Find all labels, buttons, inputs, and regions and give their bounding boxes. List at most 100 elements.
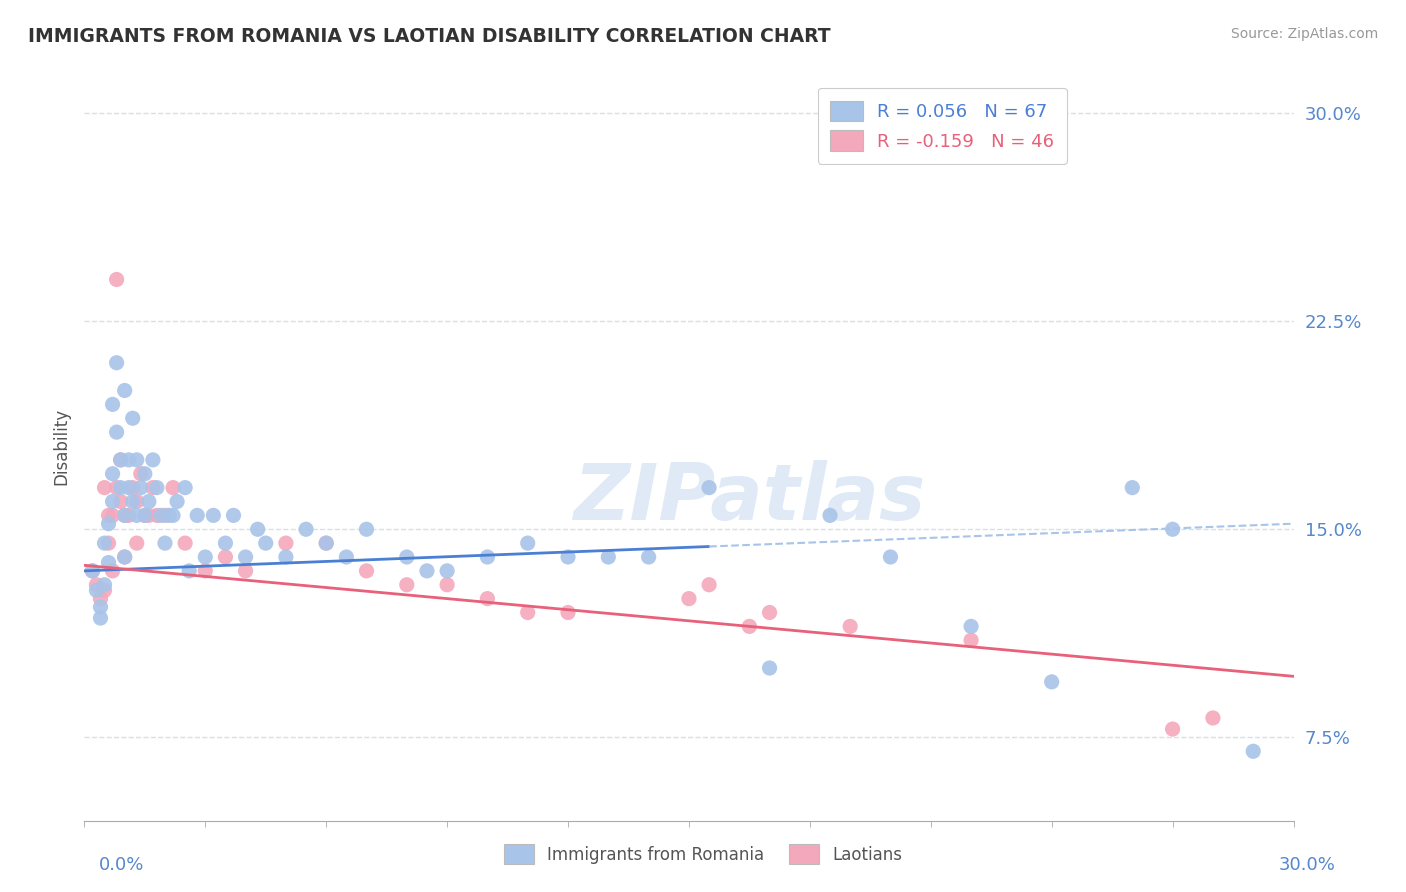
Point xyxy=(818,508,841,523)
Point xyxy=(153,508,176,523)
Point xyxy=(138,494,160,508)
Point xyxy=(110,453,132,467)
Point xyxy=(110,494,132,508)
Legend: R = 0.056   N = 67, R = -0.159   N = 46: R = 0.056 N = 67, R = -0.159 N = 46 xyxy=(818,88,1067,164)
Point xyxy=(315,536,337,550)
Point xyxy=(356,522,378,536)
Point xyxy=(121,411,143,425)
Point xyxy=(697,578,720,592)
Point xyxy=(738,619,761,633)
Point xyxy=(678,591,700,606)
Point xyxy=(114,549,136,564)
Point xyxy=(246,522,269,536)
Point xyxy=(138,508,160,523)
Point xyxy=(97,556,120,570)
Point xyxy=(214,536,236,550)
Point xyxy=(134,467,156,481)
Point xyxy=(142,481,165,495)
Point xyxy=(1202,711,1225,725)
Point xyxy=(416,564,439,578)
Point xyxy=(121,494,143,508)
Point xyxy=(960,619,983,633)
Point xyxy=(174,536,197,550)
Point xyxy=(105,356,128,370)
Point xyxy=(129,481,152,495)
Point xyxy=(101,494,124,508)
Point xyxy=(637,549,659,564)
Point xyxy=(235,564,257,578)
Point xyxy=(395,549,418,564)
Point xyxy=(118,481,141,495)
Point xyxy=(758,661,780,675)
Point xyxy=(436,578,458,592)
Point xyxy=(214,549,236,564)
Point xyxy=(1121,481,1143,495)
Point xyxy=(1161,522,1184,536)
Point xyxy=(101,508,124,523)
Point xyxy=(557,549,579,564)
Text: 30.0%: 30.0% xyxy=(1279,855,1336,873)
Point xyxy=(960,633,983,648)
Point xyxy=(839,619,862,633)
Point xyxy=(1040,674,1063,689)
Point xyxy=(101,467,124,481)
Point xyxy=(93,481,115,495)
Y-axis label: Disability: Disability xyxy=(52,408,70,484)
Point xyxy=(114,508,136,523)
Point xyxy=(125,508,148,523)
Point xyxy=(153,536,176,550)
Point xyxy=(315,536,337,550)
Point xyxy=(146,508,169,523)
Point xyxy=(101,397,124,411)
Point xyxy=(86,583,108,598)
Text: Source: ZipAtlas.com: Source: ZipAtlas.com xyxy=(1230,27,1378,41)
Point xyxy=(110,481,132,495)
Point xyxy=(101,564,124,578)
Point xyxy=(82,564,104,578)
Point xyxy=(105,481,128,495)
Point xyxy=(557,606,579,620)
Point xyxy=(93,536,115,550)
Point xyxy=(93,583,115,598)
Point xyxy=(82,564,104,578)
Point xyxy=(97,516,120,531)
Point xyxy=(146,481,169,495)
Point xyxy=(697,481,720,495)
Point xyxy=(174,481,197,495)
Point xyxy=(1161,722,1184,736)
Point xyxy=(395,578,418,592)
Point xyxy=(436,564,458,578)
Point xyxy=(114,549,136,564)
Point xyxy=(356,564,378,578)
Point xyxy=(274,536,297,550)
Point xyxy=(97,536,120,550)
Point xyxy=(114,384,136,398)
Point xyxy=(86,578,108,592)
Point xyxy=(166,494,188,508)
Point xyxy=(194,564,217,578)
Point xyxy=(93,578,115,592)
Point xyxy=(274,549,297,564)
Text: IMMIGRANTS FROM ROMANIA VS LAOTIAN DISABILITY CORRELATION CHART: IMMIGRANTS FROM ROMANIA VS LAOTIAN DISAB… xyxy=(28,27,831,45)
Point xyxy=(254,536,277,550)
Point xyxy=(118,453,141,467)
Point xyxy=(134,508,156,523)
Point xyxy=(516,606,538,620)
Point xyxy=(89,591,111,606)
Legend: Immigrants from Romania, Laotians: Immigrants from Romania, Laotians xyxy=(496,838,910,871)
Point xyxy=(598,549,620,564)
Point xyxy=(142,453,165,467)
Point xyxy=(186,508,208,523)
Point xyxy=(335,549,357,564)
Point xyxy=(1241,744,1264,758)
Point xyxy=(105,272,128,286)
Point xyxy=(125,536,148,550)
Point xyxy=(149,508,172,523)
Point xyxy=(105,425,128,439)
Point xyxy=(110,453,132,467)
Point xyxy=(118,508,141,523)
Point xyxy=(114,508,136,523)
Point xyxy=(516,536,538,550)
Point xyxy=(222,508,245,523)
Point xyxy=(235,549,257,564)
